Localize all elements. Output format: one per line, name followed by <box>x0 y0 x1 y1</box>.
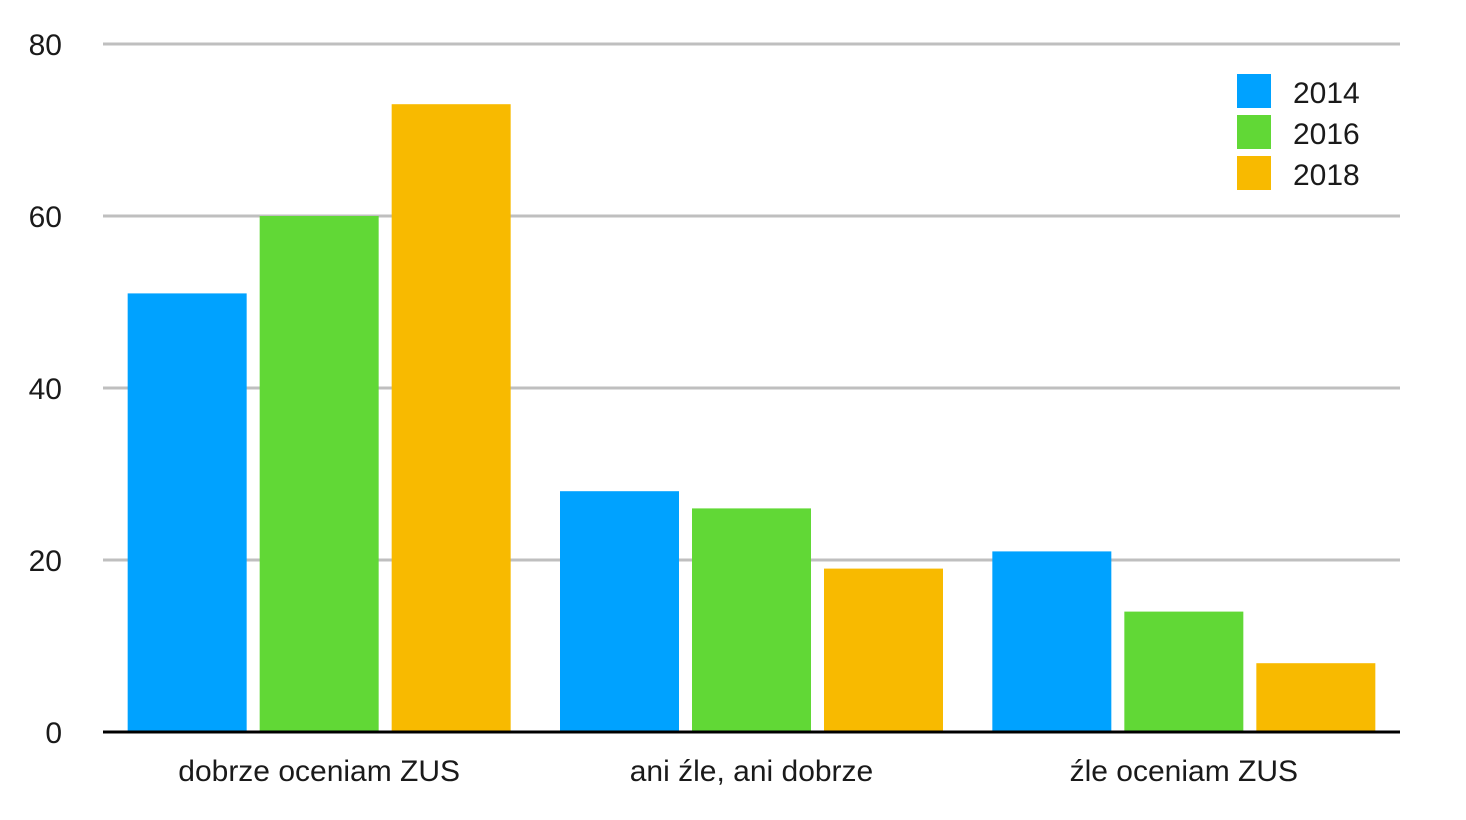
y-tick-label: 60 <box>29 201 62 234</box>
x-category-label: dobrze oceniam ZUS <box>178 755 460 788</box>
y-axis-ticks: 0 20 40 60 80 <box>29 29 62 750</box>
legend: 2014 2016 2018 <box>1237 74 1360 192</box>
legend-swatch-2016 <box>1237 115 1271 149</box>
y-tick-label: 40 <box>29 373 62 406</box>
legend-label: 2018 <box>1293 159 1360 192</box>
bar-2016 <box>692 508 811 732</box>
x-axis-categories: dobrze oceniam ZUS ani źle, ani dobrze źle… <box>178 755 1298 788</box>
bar-2014 <box>992 551 1112 732</box>
bar-2018 <box>1256 663 1376 732</box>
bar-2014 <box>127 293 247 732</box>
bar-2016 <box>259 216 379 732</box>
bar-2018 <box>391 104 511 732</box>
legend-label: 2016 <box>1293 118 1360 151</box>
y-tick-label: 0 <box>45 717 62 750</box>
bar-2018 <box>824 568 943 732</box>
y-tick-label: 80 <box>29 29 62 62</box>
x-category-label: źle oceniam ZUS <box>1070 755 1298 788</box>
legend-label: 2014 <box>1293 77 1360 110</box>
bars <box>127 104 1376 732</box>
bar-2016 <box>1124 611 1244 732</box>
y-tick-label: 20 <box>29 545 62 578</box>
legend-swatch-2018 <box>1237 156 1271 190</box>
x-category-label: ani źle, ani dobrze <box>630 755 874 788</box>
legend-swatch-2014 <box>1237 74 1271 108</box>
bar-2014 <box>560 491 679 732</box>
